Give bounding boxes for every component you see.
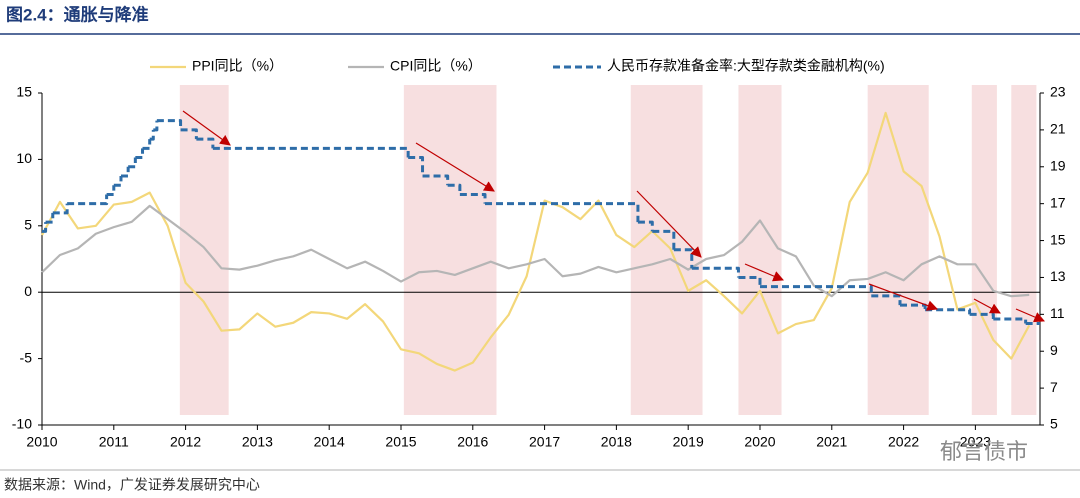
x-tick-label: 2016 bbox=[457, 434, 488, 450]
legend-label: CPI同比（%） bbox=[390, 58, 482, 74]
arrow bbox=[868, 283, 939, 311]
step-segment bbox=[135, 148, 145, 160]
shaded-band bbox=[867, 85, 929, 415]
step-segment bbox=[106, 185, 116, 196]
step-segment bbox=[422, 174, 450, 186]
y2-tick-label: 11 bbox=[1050, 305, 1065, 321]
step-segment bbox=[120, 166, 130, 178]
step-segment bbox=[128, 157, 137, 169]
chart-title: 图2.4：通胀与降准 bbox=[6, 4, 149, 24]
step-segment bbox=[759, 285, 873, 296]
x-tick-label: 2014 bbox=[314, 434, 345, 450]
step-segment bbox=[212, 146, 410, 158]
step-segment bbox=[45, 212, 55, 224]
arrow bbox=[182, 110, 231, 146]
shaded-bands bbox=[179, 85, 1037, 415]
step-segment bbox=[408, 156, 425, 176]
step-segment bbox=[691, 266, 740, 278]
step-segment bbox=[67, 194, 109, 206]
arrow bbox=[744, 263, 784, 282]
x-tick-label: 2013 bbox=[242, 434, 273, 450]
step-segment bbox=[153, 120, 159, 132]
x-tick-label: 2020 bbox=[744, 434, 775, 450]
arrow bbox=[973, 298, 1001, 314]
y2-tick-label: 21 bbox=[1050, 121, 1066, 137]
x-tick-label: 2023 bbox=[960, 434, 991, 450]
legend-label: 人民币存款准备金率:大型存款类金融机构(%) bbox=[607, 58, 885, 74]
arrows bbox=[182, 110, 1045, 323]
y2-tick-label: 19 bbox=[1050, 157, 1066, 173]
y-tick-label: -10 bbox=[12, 416, 32, 432]
source-note: 数据来源：Wind，广发证券发展研究中心 bbox=[4, 477, 260, 493]
step-segment bbox=[484, 202, 640, 223]
step-segment bbox=[652, 229, 676, 250]
legend: PPI同比（%） CPI同比（%） 人民币存款准备金率:大型存款类金融机构(%) bbox=[150, 58, 885, 74]
y-tick-label: 10 bbox=[16, 150, 32, 166]
arrow bbox=[415, 142, 495, 192]
step-segment bbox=[180, 128, 198, 140]
y-tick-label: 0 bbox=[24, 283, 32, 299]
y2-tick-label: 13 bbox=[1050, 268, 1066, 284]
shaded-band bbox=[1011, 85, 1037, 415]
shaded-band bbox=[403, 85, 497, 415]
axes: -10 -5 0 5 10 15 5 7 9 11 13 15 17 19 21 23 2010 2011 2012… bbox=[12, 84, 1066, 450]
x-tick-label: 2019 bbox=[673, 434, 704, 450]
y2-tick-label: 15 bbox=[1050, 231, 1066, 247]
x-tick-label: 2010 bbox=[26, 434, 57, 450]
step-segment bbox=[52, 203, 69, 215]
y-tick-label: 15 bbox=[16, 84, 32, 100]
shaded-band bbox=[971, 85, 997, 415]
x-tick-label: 2011 bbox=[99, 434, 129, 450]
step-segment bbox=[637, 220, 654, 232]
step-segment bbox=[142, 139, 152, 150]
step-segment bbox=[156, 119, 183, 130]
step-segment bbox=[459, 192, 487, 204]
step-segment bbox=[42, 222, 48, 233]
arrow bbox=[636, 190, 702, 258]
x-tick-label: 2017 bbox=[529, 434, 560, 450]
step-segment bbox=[925, 308, 972, 315]
x-tick-label: 2015 bbox=[385, 434, 416, 450]
watermark: 郁言债市 bbox=[940, 439, 1028, 464]
y2-tick-label: 23 bbox=[1050, 84, 1066, 100]
step-segment bbox=[447, 183, 462, 195]
series-line bbox=[41, 204, 1030, 298]
shaded-band bbox=[630, 85, 703, 415]
step-segment bbox=[113, 176, 123, 187]
y-tick-label: 5 bbox=[24, 217, 32, 233]
step-segment bbox=[969, 312, 995, 319]
y2-tick-label: 5 bbox=[1050, 416, 1058, 432]
arrow bbox=[1015, 308, 1045, 323]
x-tick-label: 2021 bbox=[816, 434, 847, 450]
series-line bbox=[41, 111, 1031, 372]
x-tick-label: 2018 bbox=[601, 434, 632, 450]
y2-tick-label: 7 bbox=[1050, 379, 1058, 395]
step-segment bbox=[196, 137, 215, 149]
x-tick-label: 2022 bbox=[888, 434, 919, 450]
shaded-band bbox=[179, 85, 229, 415]
step-segment bbox=[149, 129, 155, 141]
legend-label: PPI同比（%） bbox=[192, 58, 283, 74]
y2-tick-label: 9 bbox=[1050, 342, 1058, 358]
x-tick-label: 2012 bbox=[170, 434, 201, 450]
shaded-band bbox=[738, 85, 782, 415]
step-segment bbox=[993, 317, 1028, 324]
y2-tick-label: 17 bbox=[1050, 194, 1066, 210]
step-segment bbox=[738, 275, 762, 287]
y-tick-label: -5 bbox=[20, 349, 33, 365]
